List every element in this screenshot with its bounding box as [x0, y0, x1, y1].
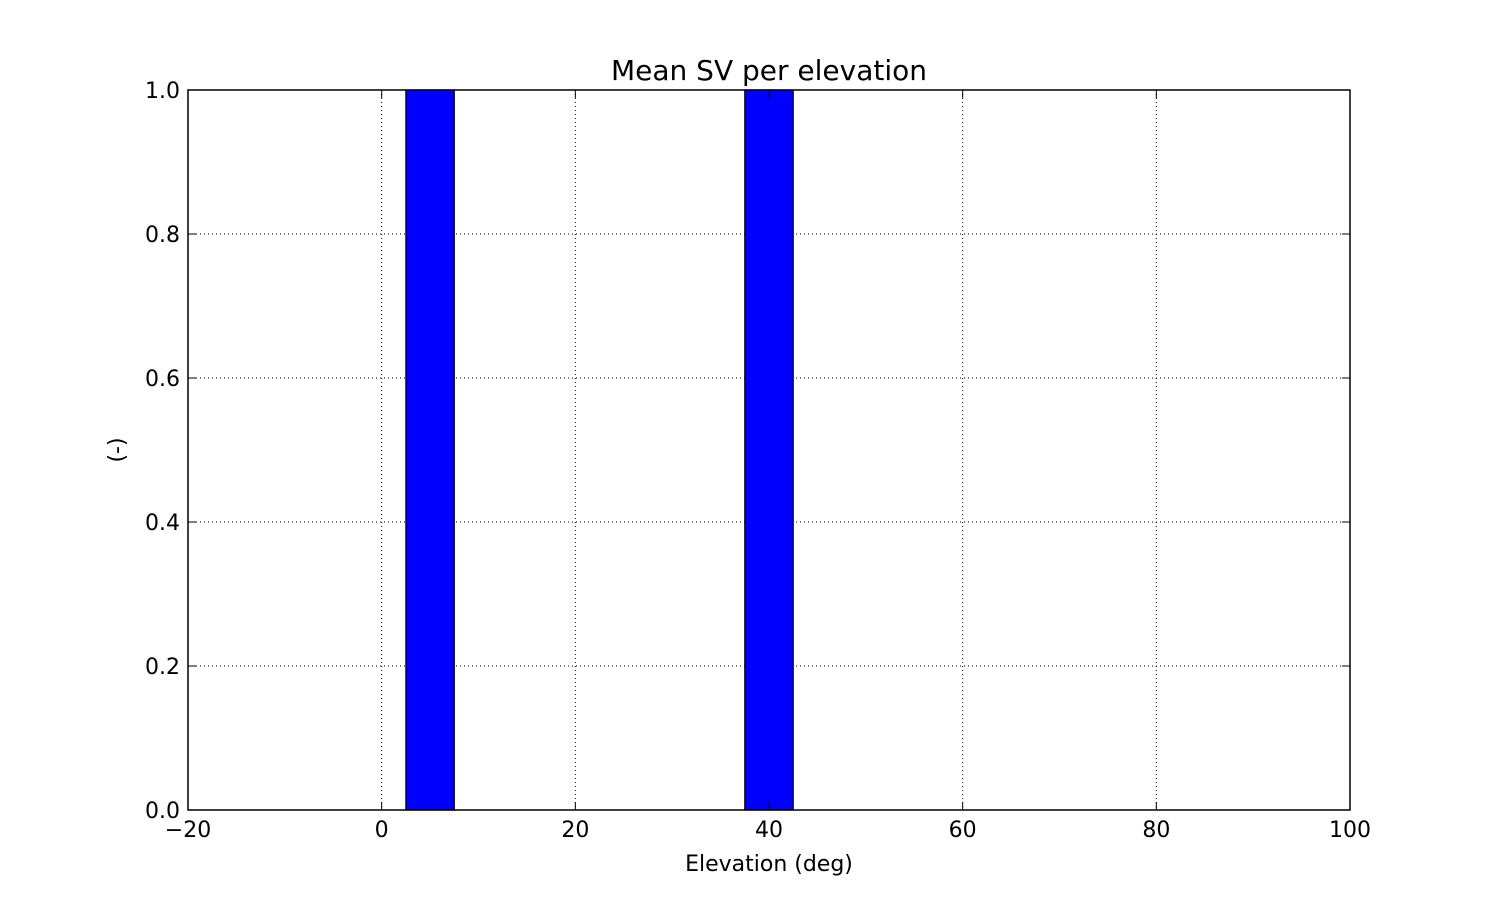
x-tick-labels: −20 0 20 40 60 80 100 [165, 818, 1371, 843]
tick-marks [187, 89, 1351, 811]
bar [744, 89, 794, 811]
x-tick-label: 100 [1329, 818, 1371, 843]
chart-title: Mean SV per elevation [611, 54, 927, 87]
y-tick-label: 0.6 [145, 367, 180, 392]
y-tick-label: 0.0 [145, 799, 180, 824]
y-axis-label: (-) [105, 437, 130, 462]
x-tick-label: 0 [375, 818, 389, 843]
x-tick-label: 40 [755, 818, 783, 843]
x-tick-label: −20 [165, 818, 211, 843]
bar [405, 89, 455, 811]
x-tick-label: 80 [1142, 818, 1170, 843]
y-tick-label: 0.4 [145, 511, 180, 536]
x-tick-label: 60 [949, 818, 977, 843]
y-tick-label: 0.2 [145, 655, 180, 680]
y-tick-label: 1.0 [145, 79, 180, 104]
x-tick-label: 20 [561, 818, 589, 843]
x-axis-label: Elevation (deg) [685, 852, 853, 877]
y-tick-labels: 0.0 0.2 0.4 0.6 0.8 1.0 [145, 79, 180, 824]
y-tick-label: 0.8 [145, 223, 180, 248]
